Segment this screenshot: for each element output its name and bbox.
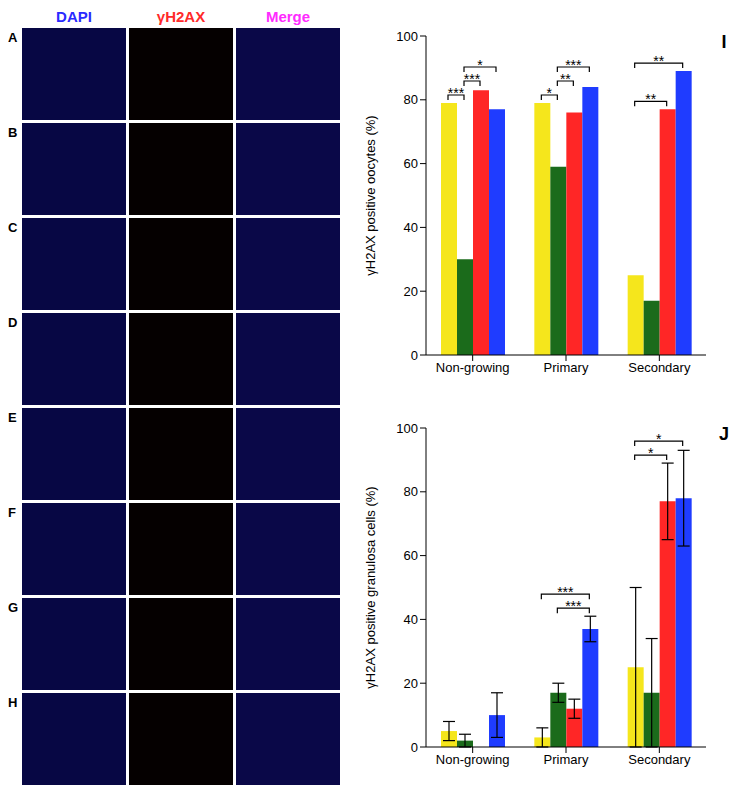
svg-text:100: 100 bbox=[396, 421, 418, 436]
svg-text:**: ** bbox=[645, 91, 656, 107]
html-text:E: E bbox=[8, 410, 17, 425]
html-text:D: D bbox=[8, 315, 18, 330]
svg-text:0: 0 bbox=[411, 348, 418, 363]
svg-text:I: I bbox=[721, 32, 726, 52]
svg-text:20: 20 bbox=[404, 676, 418, 691]
svg-text:Primary: Primary bbox=[544, 360, 589, 375]
svg-text:40: 40 bbox=[404, 220, 418, 235]
svg-text:Non-growing: Non-growing bbox=[436, 752, 510, 767]
html-text:B: B bbox=[8, 125, 18, 140]
svg-text:*: * bbox=[656, 431, 662, 447]
svg-text:*: * bbox=[477, 57, 483, 73]
html-text:Merge: Merge bbox=[265, 8, 311, 25]
html-text:F: F bbox=[8, 505, 16, 520]
svg-text:**: ** bbox=[653, 53, 664, 69]
svg-text:Secondary: Secondary bbox=[628, 360, 691, 375]
svg-text:**: ** bbox=[560, 71, 571, 87]
html-text:A: A bbox=[8, 30, 18, 45]
svg-text:***: *** bbox=[464, 71, 481, 87]
svg-text:***: *** bbox=[557, 584, 574, 600]
svg-text:Non-growing: Non-growing bbox=[436, 360, 510, 375]
svg-text:60: 60 bbox=[404, 156, 418, 171]
svg-text:***: *** bbox=[565, 598, 582, 614]
svg-text:0: 0 bbox=[411, 740, 418, 755]
svg-text:γH2AX positive oocytes (%): γH2AX positive oocytes (%) bbox=[363, 115, 378, 275]
svg-text:Primary: Primary bbox=[544, 752, 589, 767]
html-text:γH2AX: γH2AX bbox=[156, 8, 206, 25]
svg-text:***: *** bbox=[448, 85, 465, 101]
svg-text:Secondary: Secondary bbox=[628, 752, 691, 767]
svg-text:γH2AX positive granulosa cells: γH2AX positive granulosa cells (%) bbox=[363, 486, 378, 688]
svg-text:60: 60 bbox=[404, 548, 418, 563]
html-text:H: H bbox=[8, 695, 18, 710]
svg-text:100: 100 bbox=[396, 29, 418, 44]
html-text:G: G bbox=[8, 600, 19, 615]
html-text:C: C bbox=[8, 220, 18, 235]
svg-text:20: 20 bbox=[404, 284, 418, 299]
html-text:DAPI: DAPI bbox=[56, 8, 92, 25]
svg-text:*: * bbox=[547, 85, 553, 101]
svg-text:J: J bbox=[719, 424, 729, 444]
svg-text:*: * bbox=[648, 445, 654, 461]
svg-text:40: 40 bbox=[404, 612, 418, 627]
svg-text:***: *** bbox=[565, 57, 582, 73]
svg-text:80: 80 bbox=[404, 484, 418, 499]
svg-text:80: 80 bbox=[404, 92, 418, 107]
